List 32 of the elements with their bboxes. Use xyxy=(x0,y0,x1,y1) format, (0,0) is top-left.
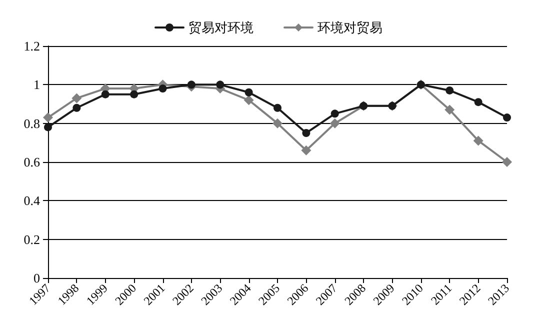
point xyxy=(43,112,53,123)
x-tick-label: 2011 xyxy=(428,281,455,308)
point xyxy=(72,104,81,112)
y-tick-label: 1.2 xyxy=(24,38,40,54)
point xyxy=(187,80,196,89)
point xyxy=(446,86,454,94)
point xyxy=(301,145,312,156)
point xyxy=(473,136,484,146)
legend-label: 贸易对环境 xyxy=(188,20,254,35)
point xyxy=(101,90,110,98)
point xyxy=(503,114,511,122)
point xyxy=(216,80,224,89)
point xyxy=(158,84,167,93)
y-tick-label: 0.8 xyxy=(24,116,40,131)
y-tick-label: 0.6 xyxy=(24,154,40,170)
point xyxy=(244,95,254,106)
y-tick-label: 0.4 xyxy=(24,193,40,208)
point xyxy=(244,88,253,96)
point xyxy=(444,104,455,115)
point xyxy=(302,129,310,137)
point xyxy=(502,157,512,167)
y-tick-label: 0 xyxy=(34,270,40,286)
legend-label: 环境对贸易 xyxy=(318,20,382,35)
point xyxy=(330,110,339,118)
point xyxy=(272,118,282,128)
y-tick-label: 0.2 xyxy=(24,232,40,247)
point xyxy=(330,118,340,128)
y-tick-label: 1 xyxy=(34,77,40,92)
point xyxy=(72,93,82,104)
point xyxy=(130,90,138,98)
point xyxy=(474,98,482,106)
point xyxy=(274,104,282,112)
